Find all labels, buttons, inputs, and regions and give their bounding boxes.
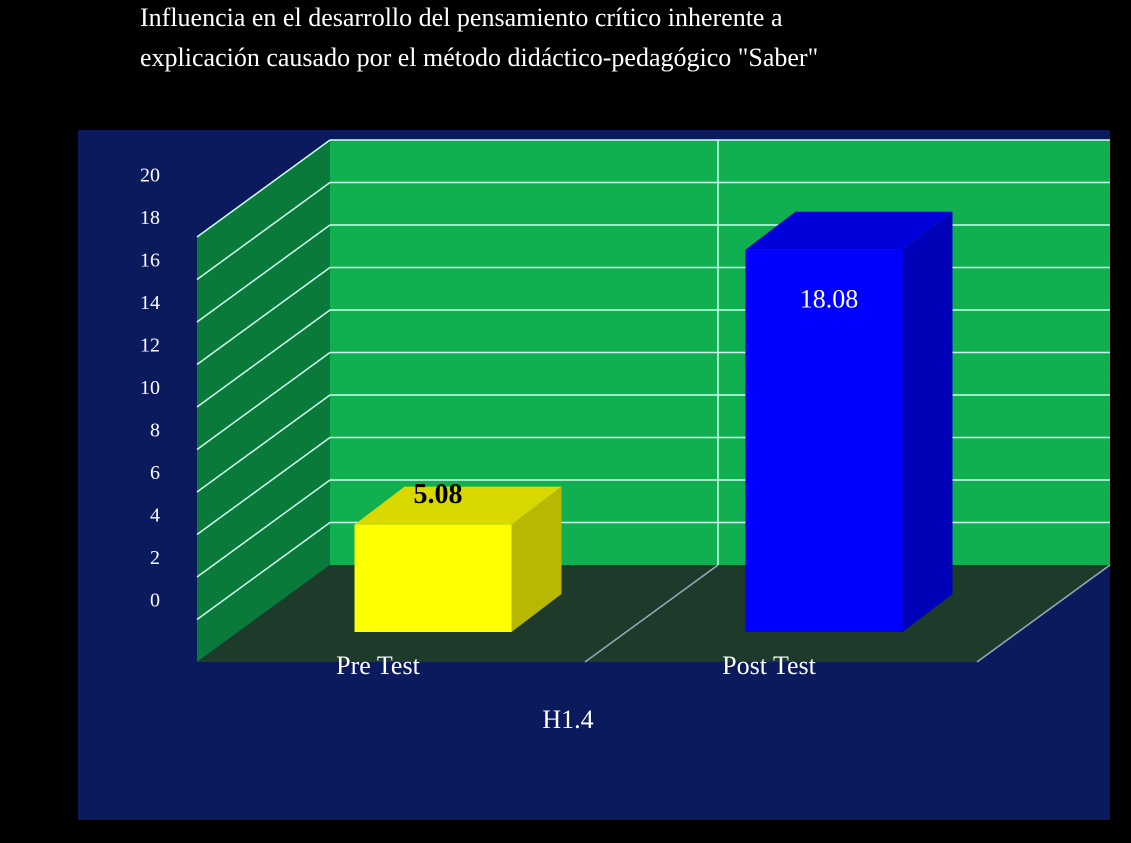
value-label: 5.08 xyxy=(414,479,463,510)
x-axis-label: H1.4 xyxy=(542,705,593,734)
grid-line xyxy=(196,436,331,536)
bar-face xyxy=(354,486,562,525)
grid-line xyxy=(196,139,331,238)
y-tick-label: 0 xyxy=(150,590,160,612)
x-tick-label: Pre Test xyxy=(336,651,420,680)
y-tick-label: 16 xyxy=(140,250,160,272)
value-label: 18.08 xyxy=(800,285,859,314)
y-tick-label: 12 xyxy=(140,335,160,357)
grid-line xyxy=(196,309,331,408)
bar-face xyxy=(354,524,512,632)
x-tick-label: Post Test xyxy=(722,651,817,680)
bar-face xyxy=(745,249,903,632)
grid-line xyxy=(196,181,331,281)
bar-face xyxy=(745,211,953,250)
floor-line xyxy=(976,564,1111,663)
y-tick-label: 14 xyxy=(140,292,160,314)
grid-line xyxy=(196,394,331,493)
y-tick-label: 2 xyxy=(150,547,160,569)
y-tick-label: 10 xyxy=(140,377,160,399)
bar-face xyxy=(902,211,953,632)
chart-title: Influencia en el desarrollo del pensamie… xyxy=(140,3,783,32)
grid-line xyxy=(196,224,331,323)
grid-line xyxy=(196,266,331,366)
bar xyxy=(354,486,562,632)
bar xyxy=(745,211,953,632)
grid-line xyxy=(196,479,331,578)
y-tick-label: 18 xyxy=(140,207,160,229)
floor xyxy=(197,565,1110,662)
bar-face xyxy=(511,486,562,632)
y-tick-label: 8 xyxy=(150,420,160,442)
y-tick-label: 4 xyxy=(150,505,160,527)
y-tick-label: 20 xyxy=(140,165,160,187)
chart-title: explicación causado por el método didáct… xyxy=(140,43,818,72)
floor-line xyxy=(584,564,719,663)
grid-line xyxy=(196,351,331,451)
grid-line xyxy=(196,521,331,621)
y-tick-label: 6 xyxy=(150,462,160,484)
